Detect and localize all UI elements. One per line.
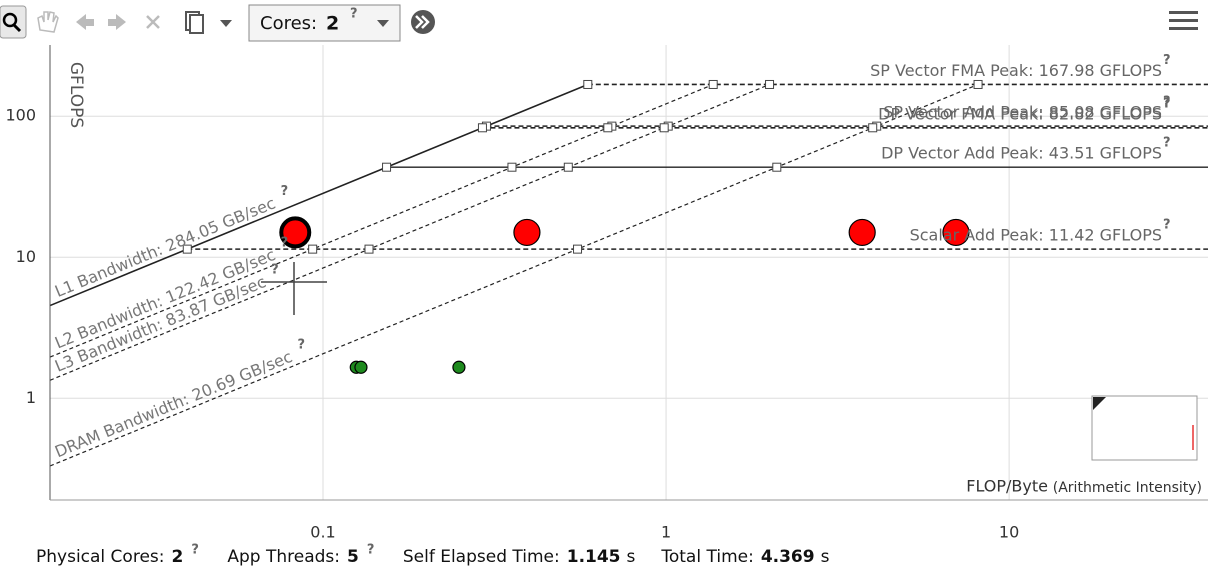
y-axis-label: GFLOPS xyxy=(66,62,86,128)
footer-label: Physical Cores: xyxy=(36,547,165,567)
export-icon xyxy=(189,14,204,34)
roof-label: SP Vector Add Peak: 85.08 GFLOPS xyxy=(883,103,1162,122)
footer-label: Self Elapsed Time: xyxy=(403,547,560,567)
cores-dropdown[interactable] xyxy=(248,4,401,42)
ridge-point xyxy=(772,162,782,172)
redo-button[interactable] xyxy=(108,14,126,30)
y-tick-label: 1 xyxy=(26,388,36,407)
help-icon[interactable]: ? xyxy=(1163,96,1171,111)
bandwidth-label: DRAM Bandwidth: 20.69 GB/sec xyxy=(52,347,295,461)
footer-value: 2 xyxy=(172,547,184,567)
help-icon[interactable]: ? xyxy=(191,543,199,558)
ridge-point xyxy=(507,162,517,172)
ridge-point xyxy=(659,123,669,133)
roof-label: DP Vector FMA Peak: 82.82 GFLOPS xyxy=(878,104,1162,123)
loop-point[interactable] xyxy=(942,218,970,247)
footer-unit: s xyxy=(627,547,636,567)
help-icon[interactable]: ? xyxy=(1163,95,1171,110)
export-dropdown[interactable] xyxy=(220,20,232,27)
menu-button[interactable] xyxy=(1169,11,1198,30)
zoom-icon xyxy=(2,12,18,28)
roof-label: SP Vector FMA Peak: 167.98 GFLOPS xyxy=(870,61,1162,80)
pan-button[interactable] xyxy=(37,11,59,33)
footer-value: 1.145 xyxy=(567,547,621,567)
loop-point[interactable] xyxy=(279,216,312,249)
more-icon xyxy=(415,15,430,29)
bandwidth-roof xyxy=(49,83,714,358)
help-icon[interactable]: ? xyxy=(297,338,305,353)
bandwidth-roof xyxy=(49,83,589,307)
loop-point[interactable] xyxy=(513,218,541,247)
zoom-icon xyxy=(12,23,22,33)
help-icon[interactable]: ? xyxy=(1163,218,1171,233)
footer-value: 5 xyxy=(347,547,359,567)
minimap[interactable] xyxy=(1091,395,1198,461)
ridge-point xyxy=(382,162,392,172)
x-axis-label: FLOP/Byte xyxy=(966,477,1048,496)
loop-point[interactable] xyxy=(354,360,368,374)
cores-label: Cores: xyxy=(260,13,317,34)
ridge-point xyxy=(603,123,613,133)
help-icon[interactable]: ? xyxy=(281,236,289,251)
ridge-point xyxy=(583,79,593,89)
footer-label: Total Time: xyxy=(660,547,753,567)
ridge-point xyxy=(973,79,983,89)
y-tick-label: 100 xyxy=(5,106,36,125)
x-axis-note: (Arithmetic Intensity) xyxy=(1053,480,1202,496)
help-icon[interactable]: ? xyxy=(367,543,375,558)
roof-label: Scalar Add Peak: 11.42 GFLOPS xyxy=(910,226,1162,245)
dropdown-arrow xyxy=(377,20,389,27)
ridge-point xyxy=(708,79,718,89)
loop-point[interactable] xyxy=(452,360,466,374)
x-tick-label: 10 xyxy=(999,523,1019,542)
ridge-point xyxy=(563,162,573,172)
ridge-point xyxy=(477,123,487,133)
footer-unit: s xyxy=(821,547,830,567)
help-icon[interactable]: ? xyxy=(1163,53,1171,68)
loop-point[interactable] xyxy=(848,218,876,247)
ridge-point xyxy=(182,244,192,254)
undo-button[interactable] xyxy=(76,14,94,30)
bandwidth-roof xyxy=(49,83,979,467)
footer-label: App Threads: xyxy=(227,547,340,567)
bandwidth-roof xyxy=(49,83,770,381)
ridge-point xyxy=(765,79,775,89)
roof-label: DP Vector Add Peak: 43.51 GFLOPS xyxy=(881,144,1162,163)
ridge-point xyxy=(573,244,583,254)
minimap-viewport xyxy=(1093,397,1106,410)
x-tick-label: 0.1 xyxy=(310,523,335,542)
footer-value: 4.369 xyxy=(761,547,815,567)
ridge-point xyxy=(308,244,318,254)
cores-value: 2 xyxy=(326,13,339,35)
help-icon[interactable]: ? xyxy=(1163,136,1171,151)
clear-button[interactable] xyxy=(146,15,160,29)
ridge-point xyxy=(364,244,374,254)
help-icon[interactable]: ? xyxy=(281,184,289,199)
plot-area[interactable] xyxy=(49,45,1208,500)
ridge-point xyxy=(868,123,878,133)
help-icon[interactable]: ? xyxy=(271,263,279,278)
help-icon[interactable]: ? xyxy=(350,7,358,22)
y-tick-label: 10 xyxy=(16,247,36,266)
cursor xyxy=(261,262,327,315)
x-tick-label: 1 xyxy=(661,523,671,542)
